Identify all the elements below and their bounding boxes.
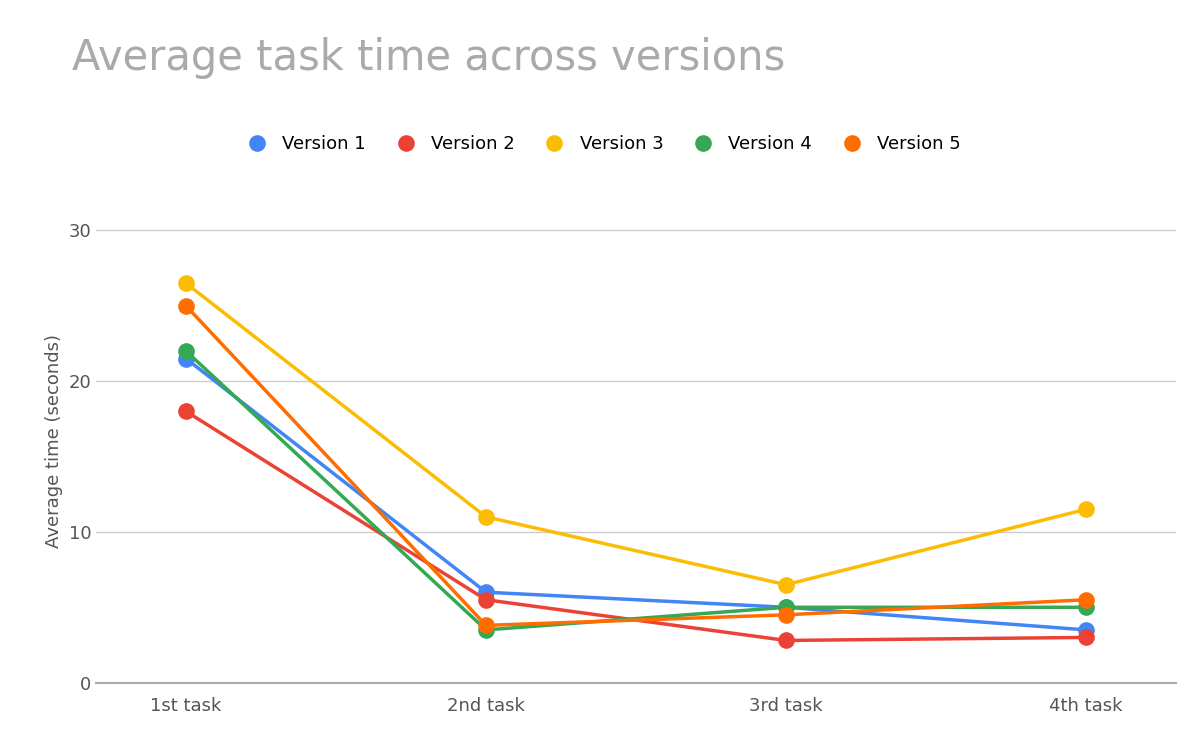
Line: Version 5: Version 5 [178, 298, 1094, 634]
Version 4 [479, 626, 493, 634]
Version 1 [179, 354, 193, 363]
Version 1 [1079, 626, 1093, 634]
Version 3 [779, 580, 793, 589]
Version 4 [179, 347, 193, 355]
Version 3 [1079, 505, 1093, 513]
Version 5 [179, 301, 193, 310]
Version 2 [1079, 633, 1093, 642]
Line: Version 2: Version 2 [178, 403, 1094, 649]
Version 4 [779, 603, 793, 611]
Line: Version 1: Version 1 [178, 350, 1094, 638]
Y-axis label: Average time (seconds): Average time (seconds) [44, 335, 62, 548]
Version 5 [1079, 595, 1093, 604]
Text: Average task time across versions: Average task time across versions [72, 37, 785, 79]
Line: Version 4: Version 4 [178, 343, 1094, 638]
Version 3 [479, 513, 493, 522]
Line: Version 3: Version 3 [178, 275, 1094, 593]
Version 2 [779, 636, 793, 645]
Legend: Version 1, Version 2, Version 3, Version 4, Version 5: Version 1, Version 2, Version 3, Version… [232, 128, 968, 160]
Version 3 [179, 279, 193, 288]
Version 4 [1079, 603, 1093, 611]
Version 5 [479, 621, 493, 630]
Version 1 [479, 588, 493, 597]
Version 2 [479, 595, 493, 604]
Version 5 [779, 611, 793, 620]
Version 1 [779, 603, 793, 611]
Version 2 [179, 407, 193, 416]
